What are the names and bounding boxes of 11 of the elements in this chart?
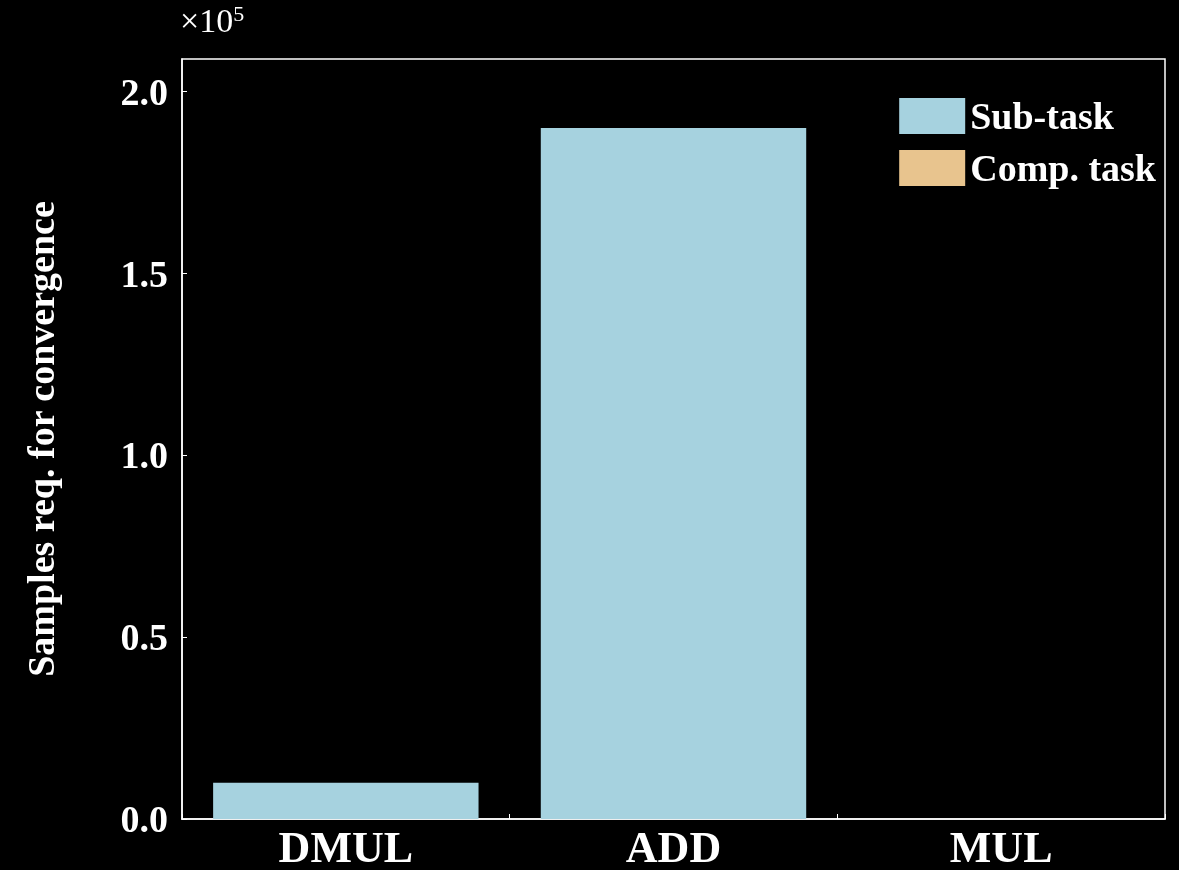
x-tick-label: DMUL	[278, 822, 414, 870]
x-tick-label: ADD	[625, 822, 722, 870]
y-tick-label: 1.5	[120, 252, 168, 295]
legend-label: Sub-task	[970, 95, 1115, 137]
y-axis-title: Samples req. for convergence	[20, 201, 62, 677]
y-tick-label: 2.0	[120, 70, 168, 113]
y-tick-label: 0.5	[120, 616, 168, 659]
y-tick-label: 1.0	[120, 434, 168, 477]
y-tick-label: 0.0	[120, 798, 168, 840]
legend-label: Comp. task	[970, 147, 1157, 189]
x-tick-label: MUL	[949, 822, 1053, 870]
